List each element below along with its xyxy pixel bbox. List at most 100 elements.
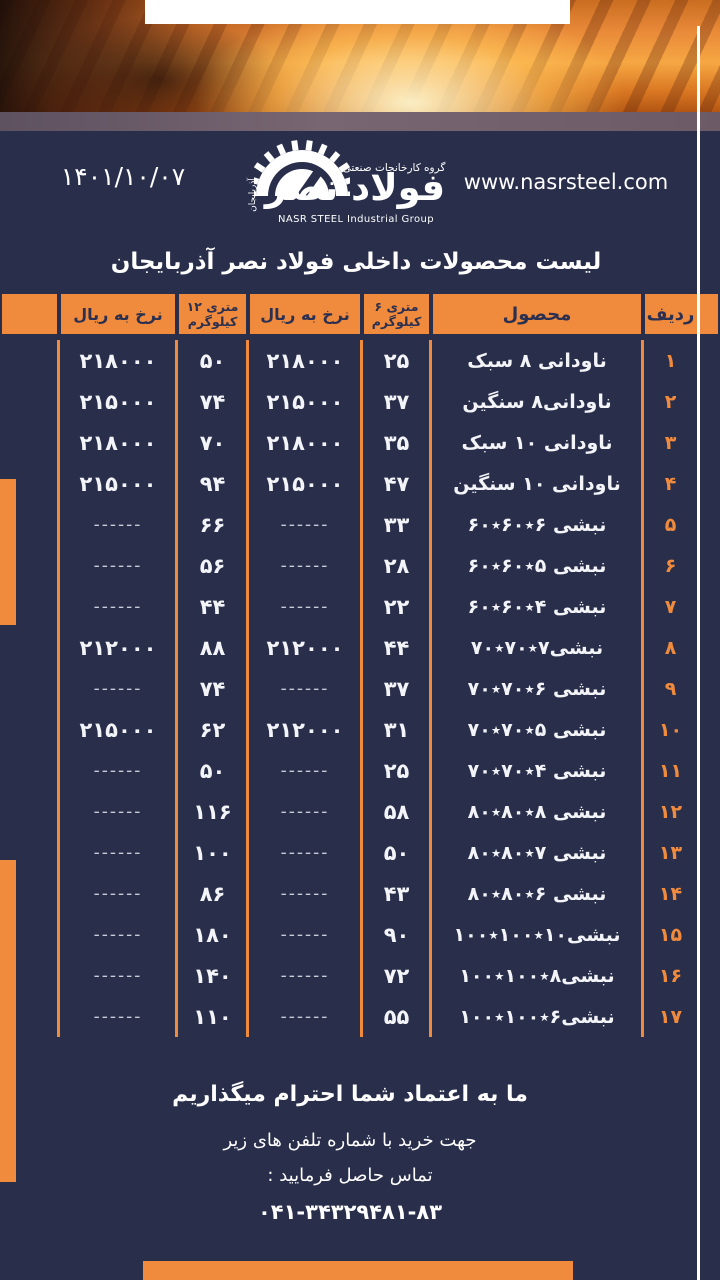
price-12m-rial: ------: [93, 555, 143, 576]
price-6m-rial: ------: [280, 883, 330, 904]
kg-6m-value: ۳۱: [383, 717, 410, 742]
row-number: ۴: [664, 472, 677, 495]
price-12m-rial: ------: [93, 883, 143, 904]
photo-bottom-band: [0, 112, 720, 131]
row-number: ۱۷: [658, 1005, 683, 1028]
header-price-6m: نرخ به ریال: [248, 294, 362, 340]
kg-6m-value: ۳۵: [383, 430, 410, 455]
kg-6m-value: ۳۳: [383, 512, 410, 537]
kg-12m-value: ۱۴۰: [193, 963, 232, 988]
header-kg-12m: ۱۲ متری کیلوگرم: [177, 294, 248, 340]
kg-6m-value: ۴۳: [383, 881, 410, 906]
price-12m-rial: ------: [93, 965, 143, 986]
product-name: نبشی ۵٭۶۰٭۶۰: [467, 554, 607, 577]
white-rule: [697, 26, 700, 1280]
price-12m-rial: ------: [93, 924, 143, 945]
product-name: ناودانی ۱۰ سبک: [461, 431, 613, 454]
price-12m-rial: ------: [93, 842, 143, 863]
row-number: ۱۲: [658, 800, 683, 823]
price-6m-rial: ۲۱۵۰۰۰: [266, 471, 344, 496]
kg-6m-value: ۵۰: [383, 840, 410, 865]
price-12m-rial: ------: [93, 596, 143, 617]
row-number: ۳: [664, 431, 677, 454]
product-name: نبشی ۵٭۷۰٭۷۰: [467, 718, 607, 741]
kg-12m-value: ۷۰: [199, 430, 226, 455]
price-6m-rial: ------: [280, 514, 330, 535]
spare-cell: [0, 709, 59, 750]
price-6m-rial: ------: [280, 596, 330, 617]
divider-line: [246, 340, 249, 1037]
kg-6m-value: ۲۸: [383, 553, 410, 578]
price-12m-rial: ------: [93, 760, 143, 781]
price-12m-rial: ۲۱۸۰۰۰: [79, 348, 157, 373]
spare-cell: [0, 422, 59, 463]
price-6m-rial: ------: [280, 842, 330, 863]
spare-cell: [0, 340, 59, 381]
price-6m-rial: ------: [280, 760, 330, 781]
spare-cell: [0, 381, 59, 422]
header-kg-12m-line1: ۱۲ متری: [186, 299, 239, 314]
kg-12m-value: ۵۶: [199, 553, 226, 578]
price-6m-rial: ------: [280, 801, 330, 822]
price-12m-rial: ۲۱۵۰۰۰: [79, 717, 157, 742]
row-number: ۱۴: [658, 882, 683, 905]
price-12m-rial: ------: [93, 1006, 143, 1027]
header-row-number: ردیف: [643, 294, 720, 340]
price-table: ردیف محصول ۶ متری کیلوگرم نرخ به ریال ۱۲…: [0, 294, 720, 1037]
kg-12m-value: ۱۱۰: [193, 1004, 232, 1029]
product-name: نبشی۷٭۷۰٭۷۰: [470, 636, 604, 659]
price-6m-rial: ------: [280, 1006, 330, 1027]
footer-contact-note: تماس حاصل فرمایید :: [267, 1165, 433, 1186]
kg-12m-value: ۹۴: [199, 471, 226, 496]
kg-6m-value: ۴۴: [383, 635, 410, 660]
row-number: ۶: [664, 554, 677, 577]
price-12m-rial: ۲۱۸۰۰۰: [79, 430, 157, 455]
price-12m-rial: ------: [93, 801, 143, 822]
nasr-steel-logo: گروه کارخانجات صنعتی فولاد نصر آذربایجان…: [240, 132, 470, 232]
header-spare: [0, 294, 59, 340]
header-kg-6m-line1: ۶ متری: [374, 299, 419, 314]
price-6m-rial: ------: [280, 678, 330, 699]
kg-6m-value: ۵۵: [383, 1004, 410, 1029]
price-6m-rial: ۲۱۸۰۰۰: [266, 430, 344, 455]
row-number: ۱۱: [658, 759, 683, 782]
date-label: ۱۴۰۱/۱۰/۰۷: [60, 162, 186, 191]
logo-brand-text: فولاد نصر: [264, 166, 446, 209]
price-12m-rial: ۲۱۲۰۰۰: [79, 635, 157, 660]
kg-6m-value: ۳۷: [383, 389, 410, 414]
price-6m-rial: ۲۱۸۰۰۰: [266, 348, 344, 373]
product-name: نبشی ۸٭۸۰٭۸۰: [467, 800, 607, 823]
spare-cell: [0, 668, 59, 709]
kg-12m-value: ۱۸۰: [193, 922, 232, 947]
row-number: ۱۳: [658, 841, 683, 864]
divider-line: [57, 340, 60, 1037]
price-6m-rial: ۲۱۲۰۰۰: [266, 635, 344, 660]
footer-phone-number: ۰۴۱-۳۴۳۲۹۴۸۱-۸۳: [257, 1200, 443, 1224]
kg-12m-value: ۶۲: [199, 717, 226, 742]
kg-6m-value: ۴۷: [383, 471, 410, 496]
logo-region-text: آذربایجان: [247, 178, 258, 212]
product-name: ناودانی ۸ سبک: [467, 349, 607, 372]
logo-latin-text: NASR STEEL Industrial Group: [278, 214, 434, 225]
row-number: ۱۰: [658, 718, 683, 741]
price-6m-rial: ۲۱۵۰۰۰: [266, 389, 344, 414]
kg-6m-value: ۲۵: [383, 758, 410, 783]
kg-12m-value: ۸۸: [199, 635, 226, 660]
footer-purchase-note: جهت خرید با شماره تلفن های زیر: [223, 1130, 477, 1151]
row-number: ۷: [664, 595, 677, 618]
kg-12m-value: ۷۴: [199, 389, 226, 414]
product-name: ناودانی۸ سنگین: [462, 390, 612, 413]
product-name: نبشی ۷٭۸۰٭۸۰: [467, 841, 607, 864]
kg-6m-value: ۵۸: [383, 799, 410, 824]
row-number: ۲: [664, 390, 677, 413]
header-kg-12m-line2: کیلوگرم: [187, 314, 238, 329]
logo-group-text: گروه کارخانجات صنعتی: [342, 162, 446, 174]
product-name: نبشی۸٭۱۰۰٭۱۰۰: [459, 964, 615, 987]
kg-6m-value: ۷۲: [383, 963, 410, 988]
kg-12m-value: ۱۱۶: [193, 799, 232, 824]
kg-12m-value: ۵۰: [199, 348, 226, 373]
product-name: نبشی ۶٭۸۰٭۸۰: [467, 882, 607, 905]
header-kg-6m: ۶ متری کیلوگرم: [362, 294, 431, 340]
spare-cell: [0, 791, 59, 832]
